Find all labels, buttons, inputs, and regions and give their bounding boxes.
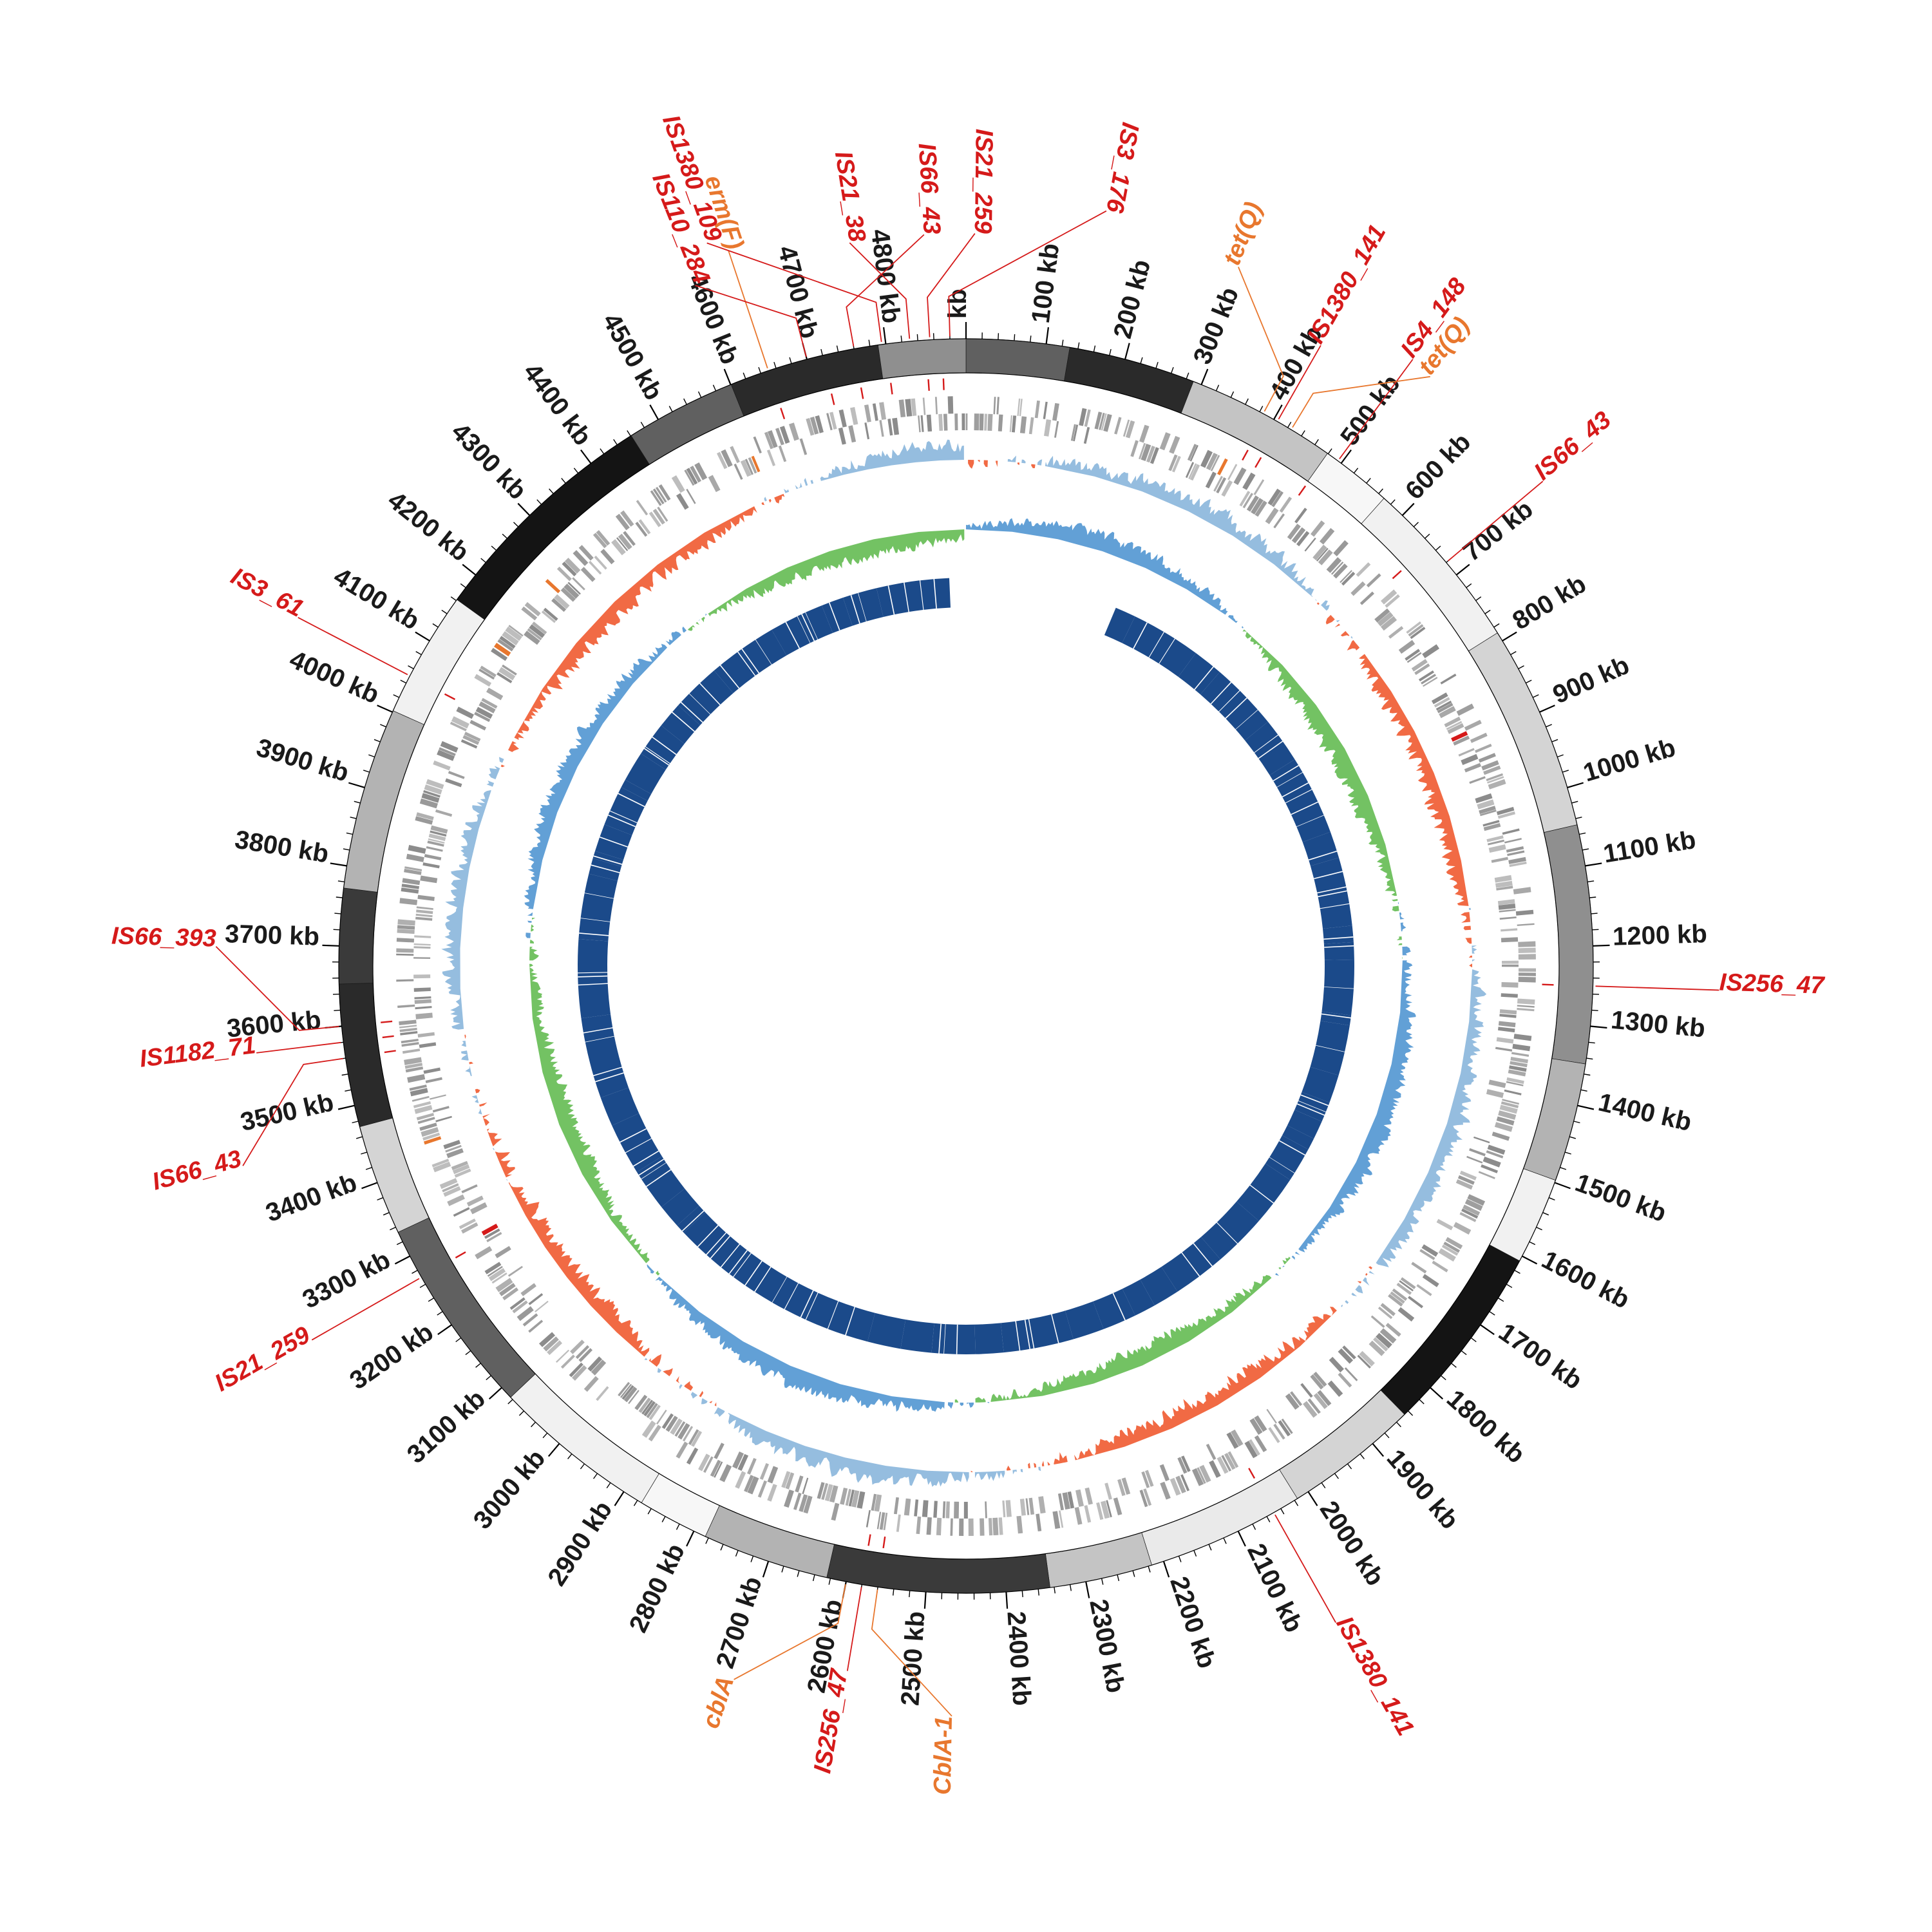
svg-text:IS66_43: IS66_43 (913, 142, 945, 235)
svg-text:IS21_259: IS21_259 (969, 129, 998, 234)
svg-text:2500 kb: 2500 kb (896, 1611, 930, 1707)
svg-text:kb: kb (943, 289, 972, 319)
svg-text:IS256_47: IS256_47 (1719, 969, 1826, 999)
svg-text:2400 kb: 2400 kb (1001, 1611, 1036, 1707)
svg-text:3700 kb: 3700 kb (225, 920, 320, 951)
svg-text:IS66_393: IS66_393 (111, 922, 217, 952)
svg-text:1200 kb: 1200 kb (1612, 920, 1707, 951)
svg-text:CblA-1: CblA-1 (929, 1716, 958, 1795)
